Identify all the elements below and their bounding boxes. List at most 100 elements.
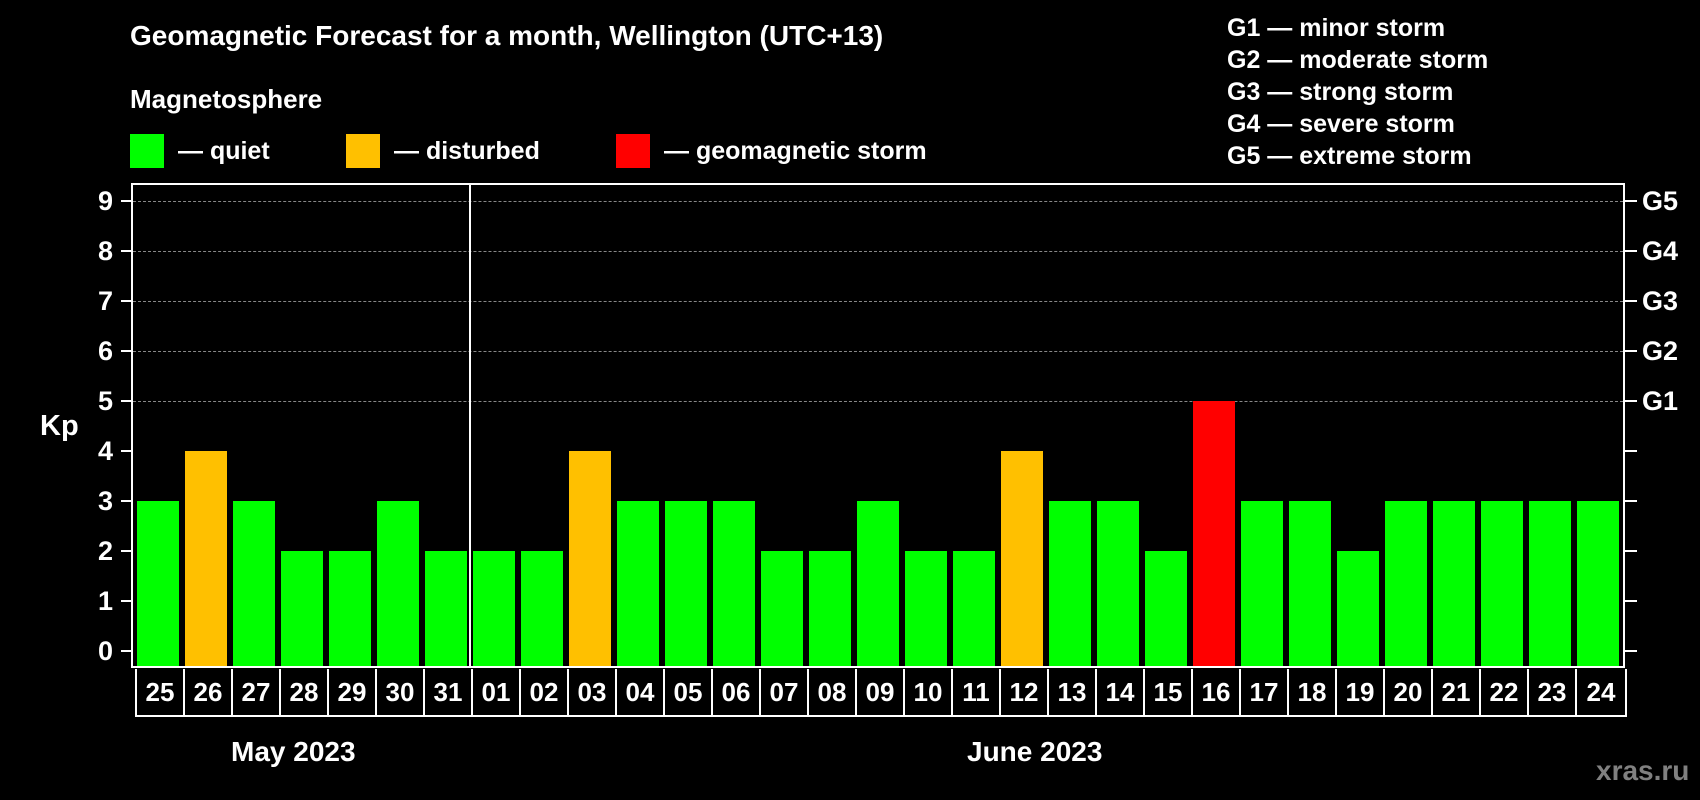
bar-21 (1433, 501, 1475, 666)
bar-02 (521, 551, 563, 666)
right-tick (1625, 350, 1637, 352)
date-label: 21 (1433, 669, 1481, 715)
y-tick (121, 300, 133, 302)
bar-17 (1241, 501, 1283, 666)
y-tick-label: 9 (97, 186, 113, 216)
y-tick (121, 450, 133, 452)
bar-06 (713, 501, 755, 666)
y-tick-label: 8 (97, 236, 113, 266)
legend-label: — quiet (178, 136, 270, 165)
date-label: 17 (1241, 669, 1289, 715)
bar-23 (1529, 501, 1571, 666)
y-tick (121, 650, 133, 652)
chart-subtitle: Magnetosphere (130, 84, 323, 114)
date-label: 31 (425, 669, 473, 715)
y-tick-label: 6 (97, 336, 113, 366)
y-tick (121, 350, 133, 352)
y-tick-label: 7 (97, 286, 113, 316)
bar-07 (761, 551, 803, 666)
y-tick-label: 3 (97, 486, 113, 516)
disturbed-swatch-icon (346, 134, 380, 168)
legend-label: — geomagnetic storm (664, 136, 927, 165)
right-tick (1625, 200, 1637, 202)
date-label: 24 (1586, 677, 1616, 707)
bar-09 (857, 501, 899, 666)
g4-legend: G4 — severe storm (1227, 110, 1455, 138)
g-scale-label: G5 (1642, 186, 1679, 216)
g3-legend: G3 — strong storm (1227, 78, 1454, 106)
bar-05 (665, 501, 707, 666)
bar-10 (905, 551, 947, 666)
bar-19 (1337, 551, 1379, 666)
y-tick (121, 550, 133, 552)
month-label-may: May 2023 (231, 736, 356, 767)
date-label: 30 (377, 669, 425, 715)
y-tick-label: 4 (97, 436, 113, 466)
right-tick (1625, 250, 1637, 252)
plot-area (131, 183, 1625, 668)
date-label: 13 (1049, 669, 1097, 715)
y-tick (121, 250, 133, 252)
date-label: 25 (137, 669, 185, 715)
bar-22 (1481, 501, 1523, 666)
y-tick (121, 200, 133, 202)
date-label: 03 (569, 669, 617, 715)
date-label: 18 (1289, 669, 1337, 715)
y-tick (121, 400, 133, 402)
bar-14 (1097, 501, 1139, 666)
date-label: 04 (617, 669, 665, 715)
y-axis-label: Kp (40, 410, 79, 442)
date-label: 27 (233, 669, 281, 715)
date-label: 10 (905, 669, 953, 715)
date-label: 06 (713, 669, 761, 715)
date-label: 14 (1097, 669, 1145, 715)
right-tick (1625, 300, 1637, 302)
y-tick-label: 1 (97, 586, 113, 616)
legend-disturbed: — disturbed (346, 134, 540, 168)
storm-swatch-icon (616, 134, 650, 168)
bar-08 (809, 551, 851, 666)
date-label: 29 (329, 669, 377, 715)
bar-27 (233, 501, 275, 666)
bar-30 (377, 501, 419, 666)
bar-28 (281, 551, 323, 666)
date-axis: 25 26 27 28 29 30 31 01 02 03 04 05 06 07 08 09 10 11 12 13… (135, 669, 1627, 717)
right-tick (1625, 650, 1637, 652)
bar-13 (1049, 501, 1091, 666)
g-scale-label: G1 (1642, 386, 1679, 416)
bar-20 (1385, 501, 1427, 666)
right-tick (1625, 400, 1637, 402)
g-scale-label: G3 (1642, 286, 1679, 316)
date-label: 22 (1481, 669, 1529, 715)
bar-26 (185, 451, 227, 666)
month-separator (469, 185, 471, 666)
quiet-swatch-icon (130, 134, 164, 168)
date-label: 05 (665, 669, 713, 715)
date-label: 07 (761, 669, 809, 715)
date-label: 20 (1385, 669, 1433, 715)
y-tick-label: 2 (97, 536, 113, 566)
legend-label: — disturbed (394, 136, 540, 165)
date-label: 11 (953, 669, 1001, 715)
gridline (133, 351, 1623, 352)
month-label-june: June 2023 (967, 736, 1103, 767)
bar-15 (1145, 551, 1187, 666)
date-label: 26 (185, 669, 233, 715)
date-label: 09 (857, 669, 905, 715)
gridline (133, 401, 1623, 402)
date-label: 12 (1001, 669, 1049, 715)
bar-16 (1193, 401, 1235, 666)
date-label: 19 (1337, 669, 1385, 715)
date-label: 28 (281, 669, 329, 715)
g-scale-label: G2 (1642, 336, 1679, 366)
gridline (133, 301, 1623, 302)
bar-12 (1001, 451, 1043, 666)
bar-25 (137, 501, 179, 666)
g2-legend: G2 — moderate storm (1227, 46, 1489, 74)
y-tick-label: 0 (97, 636, 113, 666)
g5-legend: G5 — extreme storm (1227, 142, 1472, 170)
right-tick (1625, 600, 1637, 602)
bar-29 (329, 551, 371, 666)
date-label: 08 (809, 669, 857, 715)
date-label: 15 (1145, 669, 1193, 715)
